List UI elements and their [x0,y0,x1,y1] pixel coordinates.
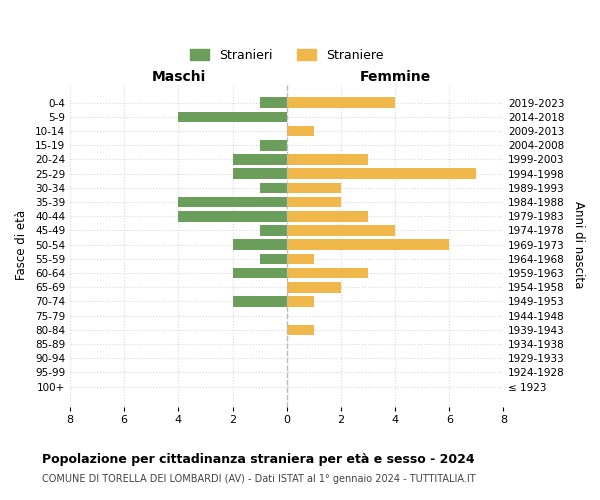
Bar [233,154,287,165]
Bar [260,98,287,108]
Bar [287,211,368,222]
Bar [260,225,287,236]
Bar [287,296,314,307]
Bar [233,168,287,179]
Text: COMUNE DI TORELLA DEI LOMBARDI (AV) - Dati ISTAT al 1° gennaio 2024 - TUTTITALIA: COMUNE DI TORELLA DEI LOMBARDI (AV) - Da… [42,474,476,484]
Text: Maschi: Maschi [151,70,206,84]
Text: Popolazione per cittadinanza straniera per età e sesso - 2024: Popolazione per cittadinanza straniera p… [42,452,475,466]
Bar [287,282,341,292]
Bar [178,196,287,207]
Bar [287,324,314,335]
Bar [178,112,287,122]
Bar [287,182,341,193]
Bar [233,268,287,278]
Bar [260,140,287,150]
Bar [287,126,314,136]
Text: Femmine: Femmine [359,70,431,84]
Bar [287,240,449,250]
Bar [287,154,368,165]
Bar [287,268,368,278]
Bar [287,225,395,236]
Bar [287,196,341,207]
Bar [287,254,314,264]
Bar [260,182,287,193]
Bar [178,211,287,222]
Y-axis label: Fasce di età: Fasce di età [15,210,28,280]
Bar [233,296,287,307]
Bar [287,98,395,108]
Bar [233,240,287,250]
Bar [287,168,476,179]
Y-axis label: Anni di nascita: Anni di nascita [572,201,585,288]
Legend: Stranieri, Straniere: Stranieri, Straniere [185,44,389,66]
Bar [260,254,287,264]
